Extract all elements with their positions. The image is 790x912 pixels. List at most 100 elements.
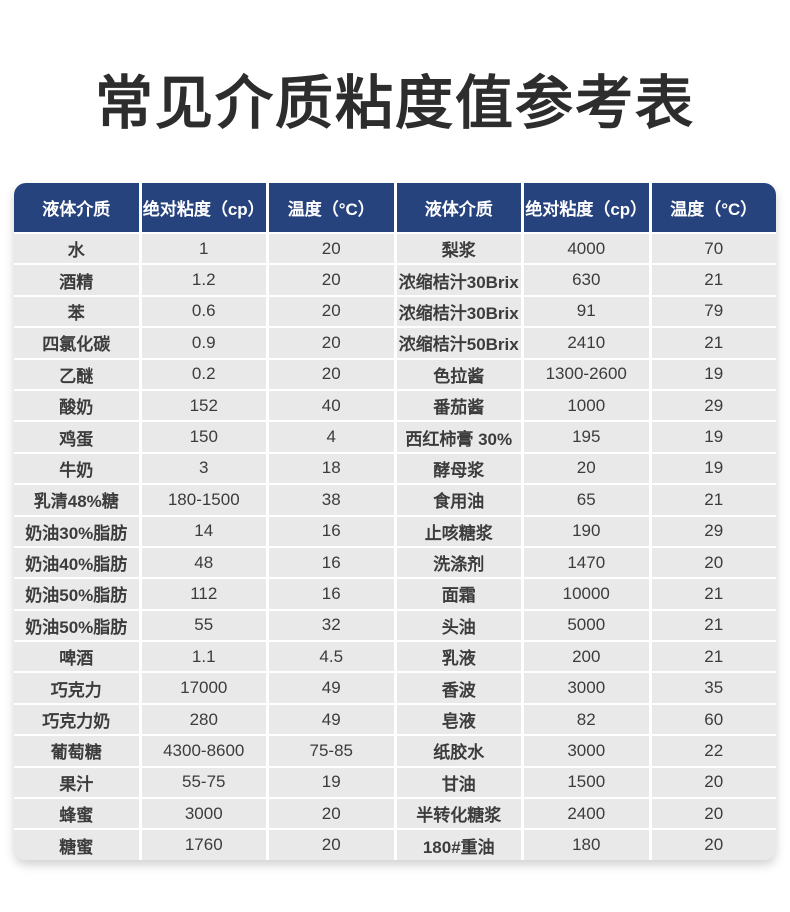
temperature-cell: 20 — [269, 830, 394, 860]
medium-cell: 浓缩桔汁30Brix — [396, 265, 521, 295]
header-viscosity-left: 绝对粘度（cp） — [141, 183, 266, 232]
medium-cell: 洗涤剂 — [396, 547, 521, 578]
medium-cell: 乳清48%糖 — [14, 485, 139, 515]
viscosity-cell: 5000 — [524, 610, 649, 641]
viscosity-cell: 180-1500 — [141, 485, 266, 515]
medium-cell: 啤酒 — [14, 642, 139, 672]
medium-cell: 鸡蛋 — [14, 422, 139, 452]
temperature-cell: 22 — [651, 736, 776, 766]
viscosity-cell: 152 — [141, 390, 266, 421]
temperature-cell: 49 — [269, 673, 394, 703]
header-medium-left: 液体介质 — [14, 183, 139, 232]
temperature-cell: 79 — [651, 296, 776, 327]
temperature-cell: 19 — [651, 359, 776, 389]
viscosity-cell: 180 — [524, 830, 649, 860]
medium-cell: 巧克力 — [14, 673, 139, 703]
temperature-cell: 21 — [651, 579, 776, 609]
viscosity-cell: 3000 — [524, 736, 649, 766]
viscosity-cell: 14 — [141, 516, 266, 546]
medium-cell: 四氯化碳 — [14, 328, 139, 358]
viscosity-cell: 0.6 — [141, 296, 266, 327]
temperature-cell: 29 — [651, 390, 776, 421]
temperature-cell: 4.5 — [269, 642, 394, 672]
header-viscosity-right: 绝对粘度（cp） — [524, 183, 649, 232]
viscosity-cell: 20 — [524, 453, 649, 484]
viscosity-cell: 3 — [141, 453, 266, 484]
temperature-cell: 16 — [269, 516, 394, 546]
medium-cell: 乙醚 — [14, 359, 139, 389]
temperature-cell: 20 — [651, 547, 776, 578]
temperature-cell: 38 — [269, 485, 394, 515]
temperature-cell: 21 — [651, 642, 776, 672]
medium-cell: 香波 — [396, 673, 521, 703]
medium-cell: 食用油 — [396, 485, 521, 515]
viscosity-cell: 65 — [524, 485, 649, 515]
medium-cell: 蜂蜜 — [14, 799, 139, 829]
temperature-cell: 32 — [269, 610, 394, 641]
temperature-cell: 60 — [651, 704, 776, 735]
medium-cell: 奶油40%脂肪 — [14, 547, 139, 578]
viscosity-cell: 3000 — [524, 673, 649, 703]
viscosity-cell: 0.2 — [141, 359, 266, 389]
medium-cell: 奶油30%脂肪 — [14, 516, 139, 546]
header-temperature-right: 温度（°C） — [651, 183, 776, 232]
medium-cell: 糖蜜 — [14, 830, 139, 860]
viscosity-cell: 0.9 — [141, 328, 266, 358]
viscosity-cell: 280 — [141, 704, 266, 735]
viscosity-cell: 630 — [524, 265, 649, 295]
viscosity-cell: 82 — [524, 704, 649, 735]
viscosity-cell: 55 — [141, 610, 266, 641]
temperature-cell: 20 — [269, 799, 394, 829]
viscosity-cell: 17000 — [141, 673, 266, 703]
viscosity-cell: 2410 — [524, 328, 649, 358]
viscosity-cell: 4300-8600 — [141, 736, 266, 766]
temperature-cell: 75-85 — [269, 736, 394, 766]
temperature-cell: 20 — [269, 234, 394, 264]
temperature-cell: 70 — [651, 234, 776, 264]
temperature-cell: 21 — [651, 485, 776, 515]
temperature-cell: 20 — [269, 296, 394, 327]
viscosity-cell: 1000 — [524, 390, 649, 421]
medium-cell: 果汁 — [14, 767, 139, 798]
viscosity-cell: 1760 — [141, 830, 266, 860]
viscosity-cell: 91 — [524, 296, 649, 327]
temperature-cell: 16 — [269, 579, 394, 609]
medium-cell: 奶油50%脂肪 — [14, 579, 139, 609]
medium-cell: 牛奶 — [14, 453, 139, 484]
medium-cell: 头油 — [396, 610, 521, 641]
viscosity-cell: 112 — [141, 579, 266, 609]
viscosity-cell: 3000 — [141, 799, 266, 829]
header-medium-right: 液体介质 — [396, 183, 521, 232]
medium-cell: 浓缩桔汁50Brix — [396, 328, 521, 358]
medium-cell: 酵母浆 — [396, 453, 521, 484]
medium-cell: 番茄酱 — [396, 390, 521, 421]
temperature-cell: 40 — [269, 390, 394, 421]
temperature-cell: 20 — [651, 767, 776, 798]
viscosity-cell: 10000 — [524, 579, 649, 609]
viscosity-cell: 1500 — [524, 767, 649, 798]
temperature-cell: 35 — [651, 673, 776, 703]
temperature-cell: 20 — [651, 830, 776, 860]
temperature-cell: 49 — [269, 704, 394, 735]
viscosity-cell: 1300-2600 — [524, 359, 649, 389]
medium-cell: 葡萄糖 — [14, 736, 139, 766]
medium-cell: 巧克力奶 — [14, 704, 139, 735]
viscosity-cell: 48 — [141, 547, 266, 578]
viscosity-cell: 1 — [141, 234, 266, 264]
viscosity-cell: 55-75 — [141, 767, 266, 798]
temperature-cell: 19 — [651, 422, 776, 452]
temperature-cell: 21 — [651, 265, 776, 295]
medium-cell: 浓缩桔汁30Brix — [396, 296, 521, 327]
temperature-cell: 20 — [269, 265, 394, 295]
medium-cell: 纸胶水 — [396, 736, 521, 766]
medium-cell: 乳液 — [396, 642, 521, 672]
medium-cell: 皂液 — [396, 704, 521, 735]
medium-cell: 水 — [14, 234, 139, 264]
medium-cell: 面霜 — [396, 579, 521, 609]
temperature-cell: 19 — [269, 767, 394, 798]
viscosity-cell: 1470 — [524, 547, 649, 578]
page-title: 常见介质粘度值参考表 — [94, 71, 695, 136]
medium-cell: 180#重油 — [396, 830, 521, 860]
medium-cell: 甘油 — [396, 767, 521, 798]
